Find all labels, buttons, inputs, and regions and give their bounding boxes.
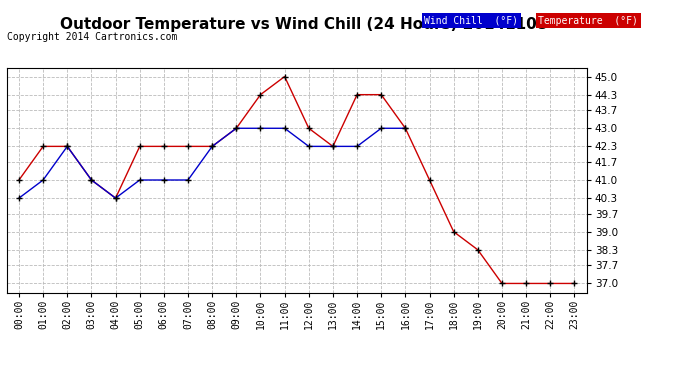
Text: Outdoor Temperature vs Wind Chill (24 Hours) 20141108: Outdoor Temperature vs Wind Chill (24 Ho…	[60, 17, 547, 32]
Text: Wind Chill  (°F): Wind Chill (°F)	[424, 16, 518, 26]
Text: Copyright 2014 Cartronics.com: Copyright 2014 Cartronics.com	[7, 32, 177, 42]
Text: Temperature  (°F): Temperature (°F)	[538, 16, 638, 26]
